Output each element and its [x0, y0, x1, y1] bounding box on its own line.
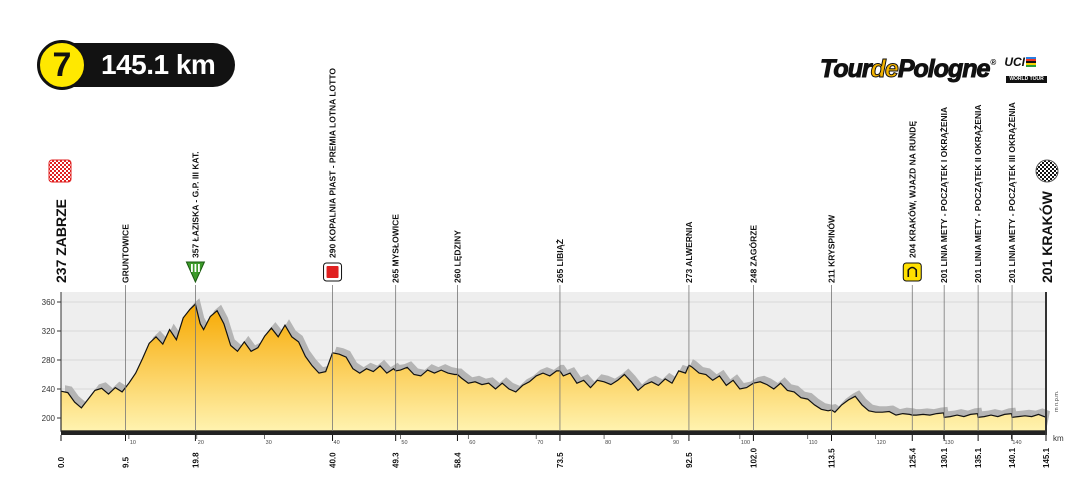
- x-minor-tick-label: 90: [673, 440, 679, 446]
- start-flag-icon: [48, 159, 72, 183]
- x-minor-tick-label: 40: [334, 440, 340, 446]
- x-minor-tick-label: 140: [1012, 440, 1021, 446]
- x-axis-bar: [61, 431, 1046, 435]
- x-minor-tick-label: 80: [605, 440, 611, 446]
- y-tick-label: 320: [42, 327, 56, 336]
- waypoint-label: GRUNTOWICE: [120, 224, 130, 283]
- x-major-tick-label: 140.1: [1008, 447, 1017, 468]
- x-major-tick-label: 9.5: [121, 456, 130, 468]
- waypoint-label: 260 LĘDZINY: [452, 230, 462, 283]
- x-axis-label: km: [1053, 434, 1064, 443]
- kom-category-bar: [198, 264, 200, 272]
- x-minor-tick-label: 70: [537, 440, 543, 446]
- stage-distance: 145.1 km: [67, 43, 235, 87]
- tour-de-pologne-logo: TourdePologne ® UCIWORLD TOUR: [820, 54, 1076, 83]
- x-minor-tick-label: 100: [741, 440, 750, 446]
- x-major-tick-label: 19.8: [191, 452, 200, 468]
- finish-flag-icon: [1035, 159, 1059, 183]
- x-minor-tick-label: 110: [809, 440, 818, 446]
- x-minor-tick-label: 30: [266, 440, 272, 446]
- x-major-tick-label: 113.5: [827, 448, 836, 468]
- waypoint-label: 265 LIBIĄŻ: [555, 239, 565, 283]
- logo-registered: ®: [990, 57, 997, 67]
- y-tick-label: 280: [42, 356, 56, 365]
- y-axis-label: m n.p.m.: [1054, 390, 1060, 412]
- waypoint-label: 204 KRAKÓW, WJAZD NA RUNDĘ: [906, 121, 917, 258]
- waypoint-label: 248 ZAGÓRZE: [747, 225, 758, 283]
- waypoint-label: 273 ALWERNIA: [684, 221, 694, 283]
- x-major-tick-label: 145.1: [1042, 447, 1051, 468]
- kom-category-bar: [191, 264, 193, 272]
- waypoint-label: 357 ŁAZISKA - G.P. III KAT.: [190, 151, 200, 258]
- y-tick-label: 240: [42, 385, 56, 394]
- finish-label: 201 KRAKÓW: [1038, 190, 1055, 283]
- stage-badge: 145.1 km 7: [37, 40, 237, 90]
- waypoint-label: 201 LINIA METY - POCZĄTEK I OKRĄŻENIA: [939, 107, 949, 283]
- logo-wordmark: TourdePologne: [820, 54, 991, 83]
- x-minor-tick-label: 60: [469, 440, 475, 446]
- x-major-tick-label: 125.4: [908, 447, 917, 468]
- x-major-tick-label: 0.0: [57, 456, 66, 468]
- x-axis: 10 20 30 40 50 60 70 80 90 100 110 120 130 140 0.0 9.5 1…: [57, 292, 1051, 468]
- waypoint-label: 201 LINIA METY - POCZĄTEK III OKRĄŻENIA: [1007, 102, 1017, 283]
- x-minor-tick-label: 130: [944, 440, 953, 446]
- x-minor-tick-label: 120: [877, 440, 886, 446]
- start-label: 237 ZABRZE: [53, 199, 69, 283]
- x-major-tick-label: 135.1: [974, 447, 983, 468]
- waypoint-label: 265 MYSŁOWICE: [391, 214, 401, 283]
- sprint-marker-fill: [326, 266, 339, 278]
- x-minor-tick-label: 10: [130, 440, 136, 446]
- y-tick-label: 200: [42, 414, 56, 423]
- world-tour-badge: WORLD TOUR: [1006, 76, 1047, 83]
- circuit-marker-icon: [902, 262, 922, 282]
- x-major-tick-label: 92.5: [685, 452, 694, 468]
- x-major-tick-label: 58.4: [453, 452, 462, 468]
- waypoint-label: 201 LINIA METY - POCZĄTEK II OKRĄŻENIA: [973, 104, 983, 283]
- x-major-tick-label: 73.5: [556, 452, 565, 468]
- circuit-arrow-icon: [907, 266, 918, 277]
- stage-number: 7: [37, 40, 87, 90]
- uci-logo: UCIWORLD TOUR: [1004, 55, 1076, 83]
- y-axis-ticks: 200 240 280 320 360: [42, 298, 61, 423]
- x-major-tick-label: 40.0: [329, 452, 338, 468]
- x-major-tick-label: 102.0: [749, 447, 758, 468]
- x-major-tick-label: 49.3: [392, 452, 401, 468]
- waypoint-label: 290 KOPALNIA PIAST - PREMIA LOTNA LOTTO: [328, 68, 338, 258]
- x-minor-tick-label: 50: [401, 440, 407, 446]
- x-major-tick-label: 130.1: [940, 447, 949, 468]
- x-minor-tick-label: 20: [198, 440, 204, 446]
- waypoint-label: 211 KRYSPINÓW: [825, 214, 836, 283]
- waypoints: GRUNTOWICE 357 ŁAZISKA - G.P. III KAT. 290…: [120, 68, 1017, 431]
- profile-area: [60, 303, 1047, 432]
- uci-stripes-icon: [1026, 57, 1036, 67]
- y-tick-label: 360: [42, 298, 56, 307]
- kom-category-bar: [194, 264, 197, 272]
